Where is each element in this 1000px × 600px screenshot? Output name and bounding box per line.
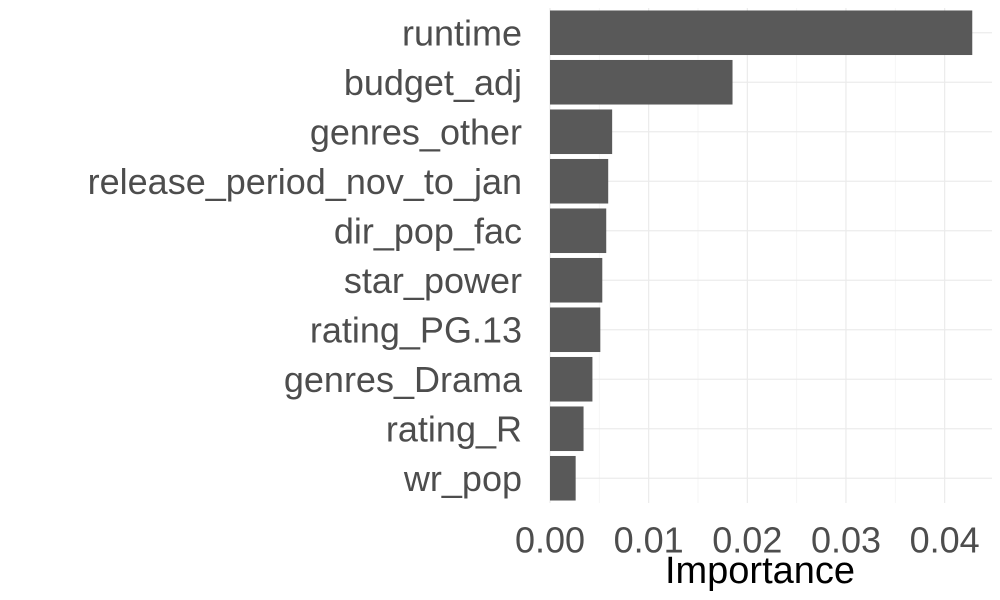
- x-tick-label: 0.04: [910, 520, 980, 561]
- category-label: budget_adj: [344, 62, 522, 103]
- bar-star-power: [550, 257, 603, 303]
- bar-genres-other: [550, 109, 613, 155]
- bar-genres-drama: [550, 356, 593, 402]
- x-axis-title: Importance: [665, 550, 855, 592]
- x-axis-ticks: 0.00 0.01 0.02 0.03 0.04: [515, 520, 980, 561]
- x-tick-label: 0.00: [515, 520, 585, 561]
- category-label: genres_Drama: [284, 359, 523, 400]
- category-label: star_power: [344, 260, 522, 301]
- category-label: runtime: [402, 12, 522, 53]
- category-label: wr_pop: [403, 458, 522, 499]
- x-tick-label: 0.03: [811, 520, 881, 561]
- category-labels: runtime budget_adj genres_other release_per…: [88, 12, 523, 499]
- bars: [550, 10, 973, 501]
- bar-budget-adj: [550, 59, 733, 105]
- bar-release-period-nov-to-jan: [550, 158, 609, 204]
- x-tick-label: 0.02: [712, 520, 782, 561]
- category-label: release_period_nov_to_jan: [88, 161, 522, 202]
- bar-runtime: [550, 10, 973, 56]
- x-tick-label: 0.01: [614, 520, 684, 561]
- bar-rating-r: [550, 406, 584, 452]
- category-label: dir_pop_fac: [334, 210, 522, 251]
- category-label: genres_other: [310, 111, 522, 152]
- bar-dir-pop-fac: [550, 208, 607, 254]
- bar-rating-pg-13: [550, 307, 601, 353]
- bar-wr-pop: [550, 455, 576, 501]
- category-label: rating_PG.13: [310, 309, 522, 350]
- category-label: rating_R: [386, 408, 522, 449]
